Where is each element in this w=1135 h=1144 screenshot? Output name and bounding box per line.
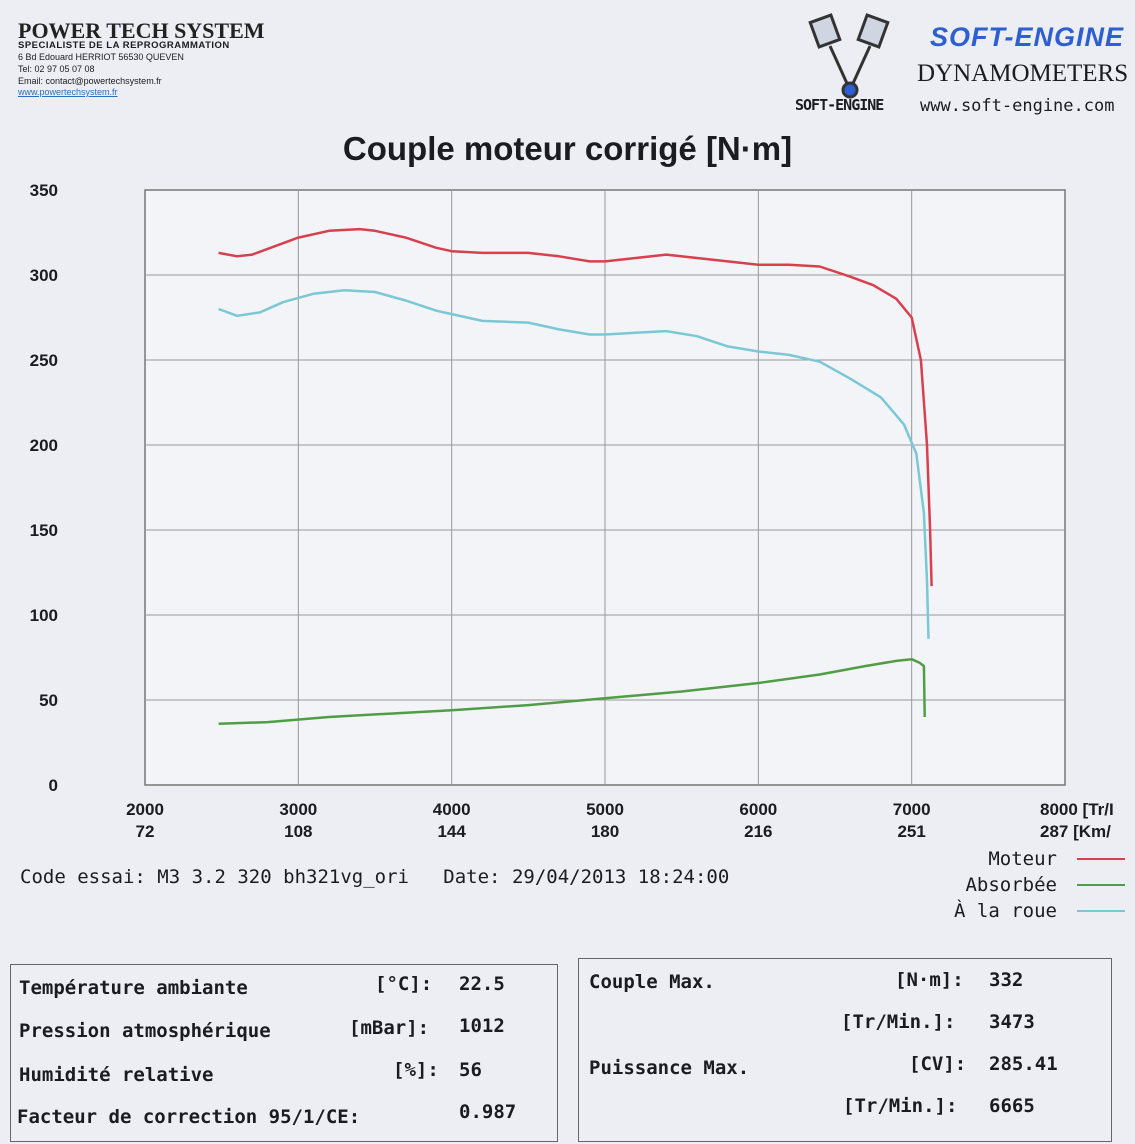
y-tick-label: 250 bbox=[30, 351, 58, 370]
y-tick-label: 200 bbox=[30, 436, 58, 455]
chart-series bbox=[218, 227, 933, 726]
x-tick-label-secondary: 72 bbox=[136, 822, 155, 841]
test-info: Code essai: M3 3.2 320 bh321vg_ori Date:… bbox=[20, 866, 729, 888]
y-tick-label: 100 bbox=[30, 606, 58, 625]
results-box: Couple Max. [N·m]: 332 [Tr/Min.]: 3473 P… bbox=[578, 958, 1112, 1142]
legend-label: Moteur bbox=[988, 848, 1057, 870]
chart-ticks: 0 50 100 150 200 250 300 350 2000 72 3000 108 4000 14… bbox=[30, 181, 1114, 841]
chart-title: Couple moteur corrigé [N·m] bbox=[342, 130, 793, 167]
y-tick-label: 0 bbox=[49, 776, 58, 795]
chart-grid bbox=[144, 189, 1066, 786]
legend-label: À la roue bbox=[954, 900, 1057, 922]
couple-max-label: Couple Max. bbox=[589, 971, 715, 993]
series-line--la-roue bbox=[218, 289, 930, 639]
x-tick-label: 6000 bbox=[739, 800, 777, 819]
legend-item: Absorbée bbox=[900, 872, 1125, 898]
cond-value-0: 22.5 bbox=[459, 973, 505, 995]
legend-item: À la roue bbox=[900, 898, 1125, 924]
x-tick-label-secondary: 251 bbox=[897, 822, 925, 841]
torque-chart: 0 50 100 150 200 250 300 350 2000 72 3000 108 4000 14… bbox=[30, 181, 1114, 841]
brand-logo: POWER TECH SYSTEM SPECIALISTE DE LA REPR… bbox=[18, 18, 378, 138]
cond-unit-1: [mBar]: bbox=[349, 1017, 430, 1039]
x-tick-label-secondary: 180 bbox=[591, 822, 619, 841]
series-line-moteur bbox=[218, 227, 933, 587]
soft-engine-title: SOFT-ENGINE bbox=[930, 22, 1125, 52]
puissance-max-value: 285.41 bbox=[989, 1053, 1058, 1075]
code-label: Code essai: bbox=[20, 866, 146, 888]
puissance-rpm-unit: [Tr/Min.]: bbox=[843, 1095, 958, 1117]
dynamometers-label: DYNAMOMETERS bbox=[917, 60, 1129, 87]
x-tick-label: 5000 bbox=[586, 800, 624, 819]
x-tick-label-secondary: 108 bbox=[284, 822, 312, 841]
y-tick-label: 150 bbox=[30, 521, 58, 540]
cond-label-0: Température ambiante bbox=[19, 977, 248, 999]
puissance-max-label: Puissance Max. bbox=[589, 1057, 750, 1079]
cond-unit-2: [%]: bbox=[393, 1059, 439, 1081]
couple-rpm-value: 3473 bbox=[989, 1011, 1035, 1033]
series-line-absorb-e bbox=[218, 657, 926, 726]
brand-address: 6 Bd Edouard HERRIOT 56530 QUEVEN bbox=[18, 52, 184, 62]
soft-engine-web[interactable]: www.soft-engine.com bbox=[920, 96, 1115, 116]
conditions-box: Température ambiante [°C]: 22.5 Pression… bbox=[10, 964, 558, 1142]
brand-email: Email: contact@powertechsystem.fr bbox=[18, 76, 162, 86]
x-tick-label: 8000 [Tr/I bbox=[1040, 800, 1114, 819]
cond-value-1: 1012 bbox=[459, 1015, 505, 1037]
cond-label-1: Pression atmosphérique bbox=[19, 1020, 271, 1042]
cond-unit-0: [°C]: bbox=[375, 973, 433, 995]
brand-tel: Tel: 02 97 05 07 08 bbox=[18, 64, 95, 74]
x-tick-label-secondary: 216 bbox=[744, 822, 772, 841]
cond-value-2: 56 bbox=[459, 1059, 482, 1081]
x-tick-label-secondary: 144 bbox=[437, 822, 466, 841]
x-tick-label: 3000 bbox=[279, 800, 317, 819]
chart-legend: Moteur Absorbée À la roue bbox=[900, 846, 1125, 924]
date-label: Date: bbox=[443, 866, 501, 888]
engine-icon bbox=[808, 13, 890, 99]
puissance-max-unit: [CV]: bbox=[909, 1053, 967, 1075]
x-tick-label: 4000 bbox=[433, 800, 471, 819]
x-tick-label: 2000 bbox=[126, 800, 164, 819]
legend-item: Moteur bbox=[900, 846, 1125, 872]
y-tick-label: 300 bbox=[30, 266, 58, 285]
legend-swatch bbox=[1077, 884, 1125, 886]
puissance-rpm-value: 6665 bbox=[989, 1095, 1035, 1117]
brand-title: POWER TECH SYSTEM bbox=[18, 18, 265, 43]
cond-label-2: Humidité relative bbox=[19, 1064, 214, 1086]
couple-rpm-unit: [Tr/Min.]: bbox=[841, 1011, 956, 1033]
cond-label-3: Facteur de correction 95/1/CE: bbox=[17, 1106, 361, 1128]
x-tick-label-secondary: 287 [Km/ bbox=[1040, 822, 1111, 841]
soft-engine-small: SOFT-ENGINE bbox=[795, 96, 884, 114]
x-tick-label: 7000 bbox=[893, 800, 931, 819]
couple-max-value: 332 bbox=[989, 969, 1024, 991]
y-tick-label: 350 bbox=[30, 181, 58, 200]
code-value: M3 3.2 320 bh321vg_ori bbox=[157, 866, 409, 888]
legend-label: Absorbée bbox=[965, 874, 1057, 896]
y-tick-label: 50 bbox=[39, 691, 58, 710]
legend-swatch bbox=[1077, 858, 1125, 860]
legend-swatch bbox=[1077, 910, 1125, 912]
couple-max-unit: [N·m]: bbox=[895, 969, 964, 991]
brand-web[interactable]: www.powertechsystem.fr bbox=[18, 87, 118, 97]
brand-subtitle: SPECIALISTE DE LA REPROGRAMMATION bbox=[18, 40, 230, 51]
cond-value-3: 0.987 bbox=[459, 1101, 517, 1123]
date-value: 29/04/2013 18:24:00 bbox=[511, 866, 730, 888]
